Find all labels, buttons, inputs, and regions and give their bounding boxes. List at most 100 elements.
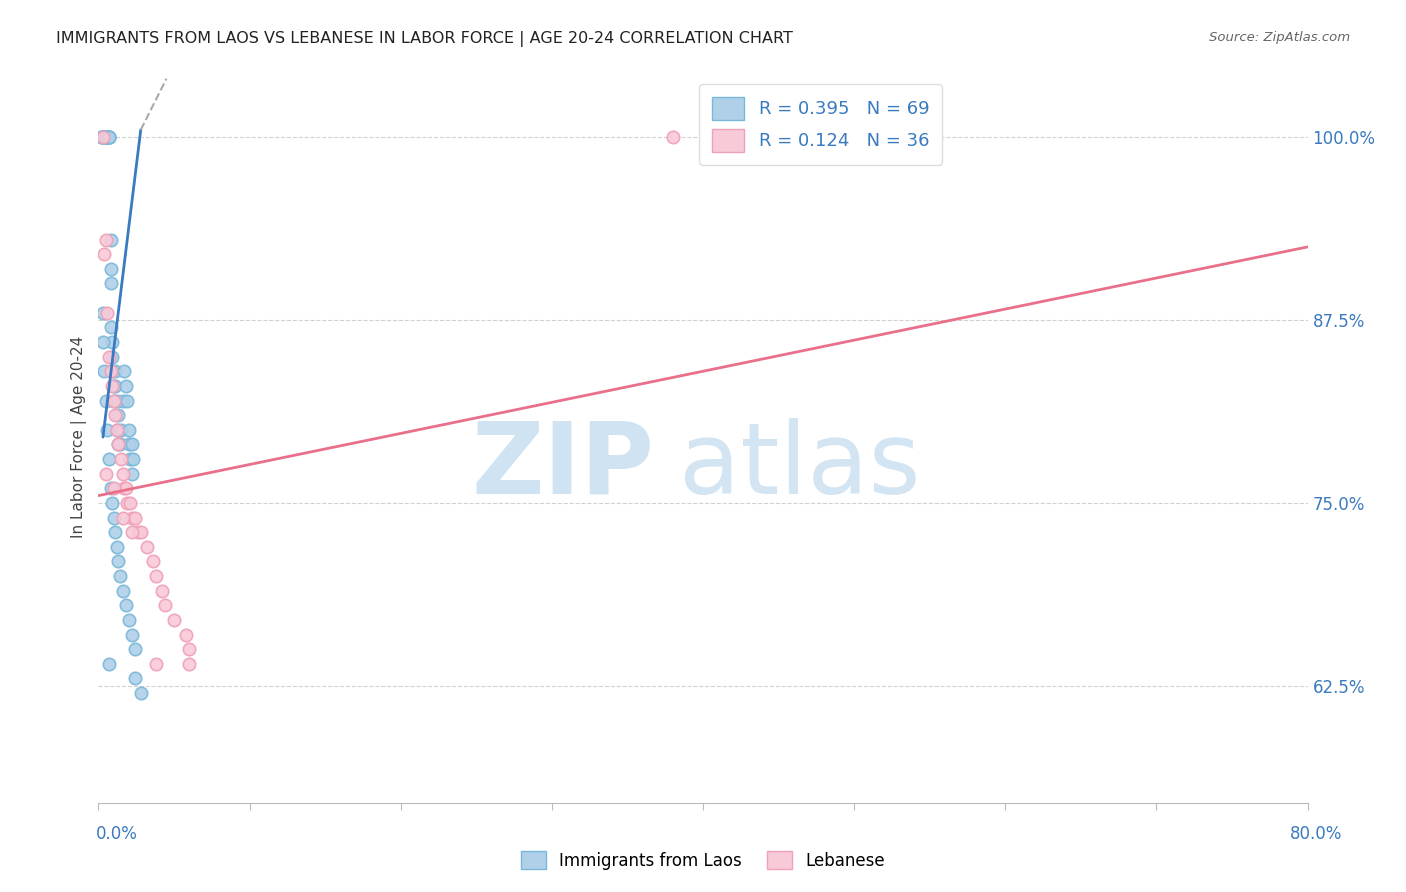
Point <box>90 130 112 145</box>
Point <box>101 364 124 378</box>
Point <box>179 657 201 671</box>
Point <box>661 130 683 145</box>
Point <box>118 423 141 437</box>
Point <box>100 320 122 334</box>
Point <box>100 364 122 378</box>
Text: 0.0%: 0.0% <box>96 825 138 843</box>
Point <box>93 130 115 145</box>
Point <box>174 627 197 641</box>
Point <box>121 510 143 524</box>
Point <box>114 481 136 495</box>
Point <box>94 467 117 481</box>
Point <box>100 261 122 276</box>
Point <box>103 379 125 393</box>
Point <box>100 233 122 247</box>
Point <box>98 130 121 145</box>
Point <box>112 481 135 495</box>
Point <box>110 452 132 467</box>
Point <box>98 452 121 467</box>
Point <box>112 364 135 378</box>
Point <box>103 393 125 408</box>
Point <box>91 130 114 145</box>
Point <box>122 452 145 467</box>
Text: ZIP: ZIP <box>472 417 655 515</box>
Point <box>142 554 165 568</box>
Point <box>107 437 129 451</box>
Point <box>105 423 128 437</box>
Point <box>100 277 122 291</box>
Point <box>96 130 118 145</box>
Point <box>104 364 127 378</box>
Point <box>121 437 143 451</box>
Point <box>105 393 128 408</box>
Point <box>163 613 186 627</box>
Point <box>94 233 117 247</box>
Point <box>91 130 114 145</box>
Point <box>108 437 131 451</box>
Point <box>96 130 118 145</box>
Point <box>93 364 115 378</box>
Text: atlas: atlas <box>679 417 921 515</box>
Point <box>101 334 124 349</box>
Point <box>91 306 114 320</box>
Point <box>108 569 131 583</box>
Point <box>111 393 134 408</box>
Point <box>121 467 143 481</box>
Point <box>120 452 142 467</box>
Point <box>179 642 201 657</box>
Text: 80.0%: 80.0% <box>1291 825 1343 843</box>
Point <box>104 408 127 422</box>
Point <box>91 130 114 145</box>
Point <box>124 642 146 657</box>
Point <box>98 350 121 364</box>
Point <box>105 423 128 437</box>
Point <box>145 569 167 583</box>
Point <box>111 510 134 524</box>
Point <box>94 130 117 145</box>
Point <box>145 657 167 671</box>
Point <box>98 130 121 145</box>
Text: Source: ZipAtlas.com: Source: ZipAtlas.com <box>1209 31 1350 45</box>
Point <box>94 130 117 145</box>
Point <box>153 599 176 613</box>
Point <box>111 467 134 481</box>
Point <box>94 393 117 408</box>
Text: IMMIGRANTS FROM LAOS VS LEBANESE IN LABOR FORCE | AGE 20-24 CORRELATION CHART: IMMIGRANTS FROM LAOS VS LEBANESE IN LABO… <box>56 31 793 47</box>
Point <box>93 130 115 145</box>
Point <box>107 408 129 422</box>
Point <box>121 525 143 540</box>
Point <box>129 686 152 700</box>
Point <box>91 334 114 349</box>
Point <box>94 130 117 145</box>
Point <box>91 130 114 145</box>
Point <box>107 437 129 451</box>
Point <box>105 540 128 554</box>
Point <box>98 657 121 671</box>
Point <box>121 627 143 641</box>
Point <box>129 525 152 540</box>
Point <box>107 554 129 568</box>
Y-axis label: In Labor Force | Age 20-24: In Labor Force | Age 20-24 <box>72 336 87 538</box>
Point <box>115 393 138 408</box>
Point <box>114 599 136 613</box>
Point <box>124 672 146 686</box>
Point <box>94 130 117 145</box>
Point <box>98 130 121 145</box>
Point <box>98 130 121 145</box>
Legend: Immigrants from Laos, Lebanese: Immigrants from Laos, Lebanese <box>515 845 891 877</box>
Point <box>127 525 149 540</box>
Point <box>120 496 142 510</box>
Point <box>104 525 127 540</box>
Point <box>115 496 138 510</box>
Point <box>91 130 114 145</box>
Point <box>114 379 136 393</box>
Point <box>96 306 118 320</box>
Point <box>93 247 115 261</box>
Point <box>101 379 124 393</box>
Point <box>101 350 124 364</box>
Point <box>93 130 115 145</box>
Point <box>118 437 141 451</box>
Point <box>100 481 122 495</box>
Point <box>96 423 118 437</box>
Point <box>94 130 117 145</box>
